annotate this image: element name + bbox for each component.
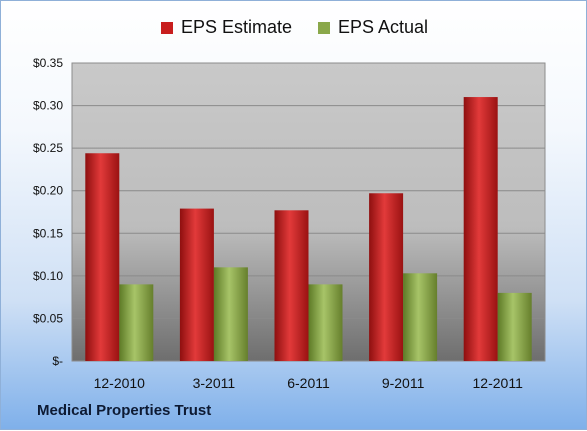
bar-eps-actual xyxy=(119,284,154,361)
legend: EPS Estimate EPS Actual xyxy=(1,17,587,38)
x-axis-categories: 12-2010 3-2011 6-2011 9-2011 12-2011 xyxy=(94,375,523,391)
y-axis-ticks: $0.35 $0.30 $0.25 $0.20 $0.15 $0.10 $0.05 $- xyxy=(33,56,63,368)
bar-eps-estimate xyxy=(463,97,498,362)
y-tick-label: $0.05 xyxy=(33,311,63,325)
bar-eps-actual xyxy=(497,292,532,361)
y-tick-label: $0.20 xyxy=(33,184,63,198)
y-tick-label: $0.35 xyxy=(33,56,63,70)
bar-eps-estimate xyxy=(369,193,404,361)
y-tick-label: $- xyxy=(52,354,63,368)
legend-item-estimate: EPS Estimate xyxy=(160,17,292,38)
legend-swatch-actual xyxy=(317,21,330,34)
legend-item-actual: EPS Actual xyxy=(317,17,429,38)
bar-eps-actual xyxy=(308,284,343,361)
company-name: Medical Properties Trust xyxy=(37,402,212,419)
bar-eps-estimate xyxy=(85,153,120,361)
bar-eps-estimate xyxy=(179,208,214,361)
x-category-label: 3-2011 xyxy=(193,375,236,391)
bars xyxy=(85,97,532,362)
x-category-label: 12-2010 xyxy=(94,375,146,391)
y-tick-label: $0.10 xyxy=(33,269,63,283)
bar-eps-actual xyxy=(403,273,438,361)
bar-eps-actual xyxy=(213,267,248,361)
y-tick-label: $0.25 xyxy=(33,141,63,155)
legend-swatch-estimate xyxy=(160,21,173,34)
legend-label-actual: EPS Actual xyxy=(337,17,429,37)
y-tick-label: $0.30 xyxy=(33,99,63,113)
x-category-label: 12-2011 xyxy=(473,375,524,391)
legend-label-estimate: EPS Estimate xyxy=(180,17,292,37)
x-category-label: 6-2011 xyxy=(287,375,330,391)
y-tick-label: $0.15 xyxy=(33,226,63,240)
bar-eps-estimate xyxy=(274,210,309,361)
x-category-label: 9-2011 xyxy=(382,375,425,391)
